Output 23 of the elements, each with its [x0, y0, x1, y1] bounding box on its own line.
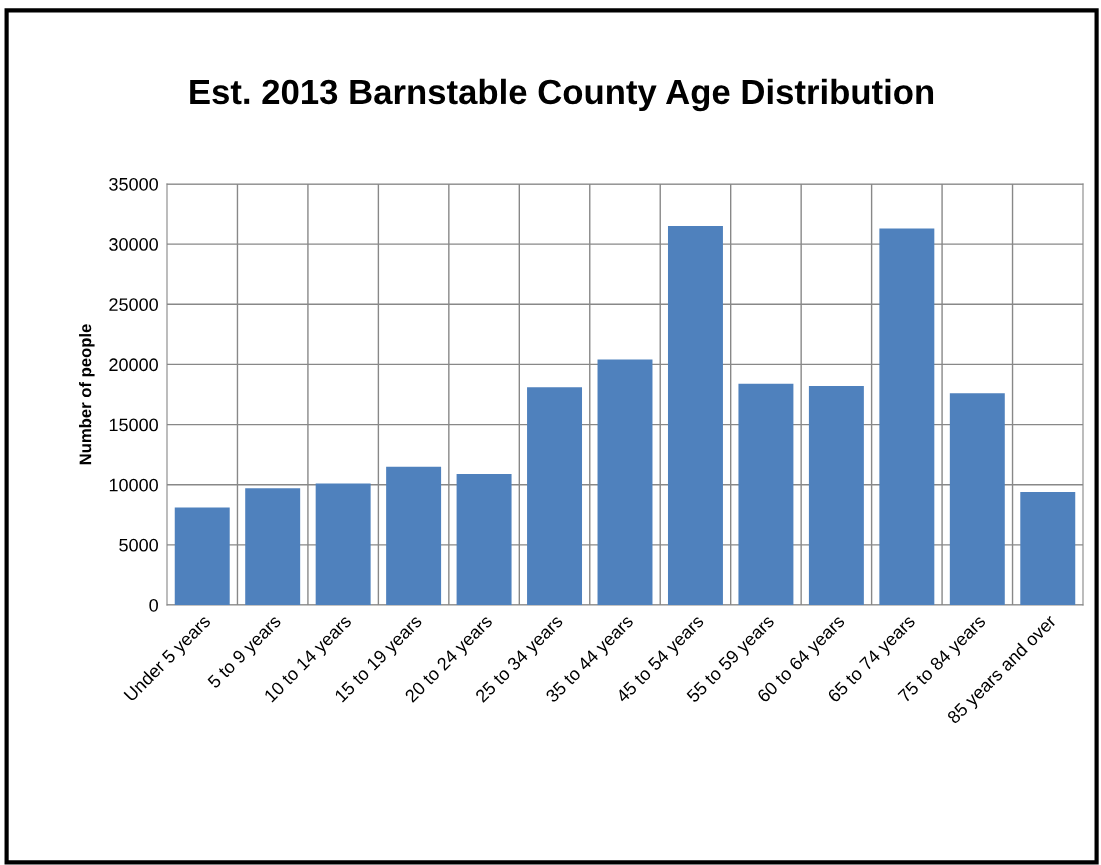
y-tick-label: 5000 — [119, 538, 158, 552]
bar — [174, 507, 230, 605]
bar — [808, 386, 864, 605]
bar — [949, 393, 1005, 605]
y-tick-label: 30000 — [109, 238, 158, 251]
bar — [527, 387, 583, 605]
bar — [738, 383, 794, 605]
bar — [386, 466, 442, 605]
bar — [1020, 491, 1076, 605]
bar — [456, 473, 512, 605]
bar — [667, 226, 723, 605]
y-tick-label: 10000 — [109, 478, 158, 492]
y-tick-label: 35000 — [109, 177, 158, 191]
bar — [597, 359, 653, 605]
y-tick-label: 25000 — [109, 298, 158, 312]
bar — [245, 488, 301, 605]
chart-title: Est. 2013 Barnstable County Age Distribution — [190, 78, 934, 112]
bar — [315, 483, 371, 605]
y-axis-title: Number of people — [79, 324, 95, 465]
y-tick-label: 15000 — [109, 418, 158, 432]
y-tick-label: 0 — [149, 598, 158, 612]
bar — [879, 228, 935, 605]
y-tick-label: 20000 — [109, 358, 158, 372]
